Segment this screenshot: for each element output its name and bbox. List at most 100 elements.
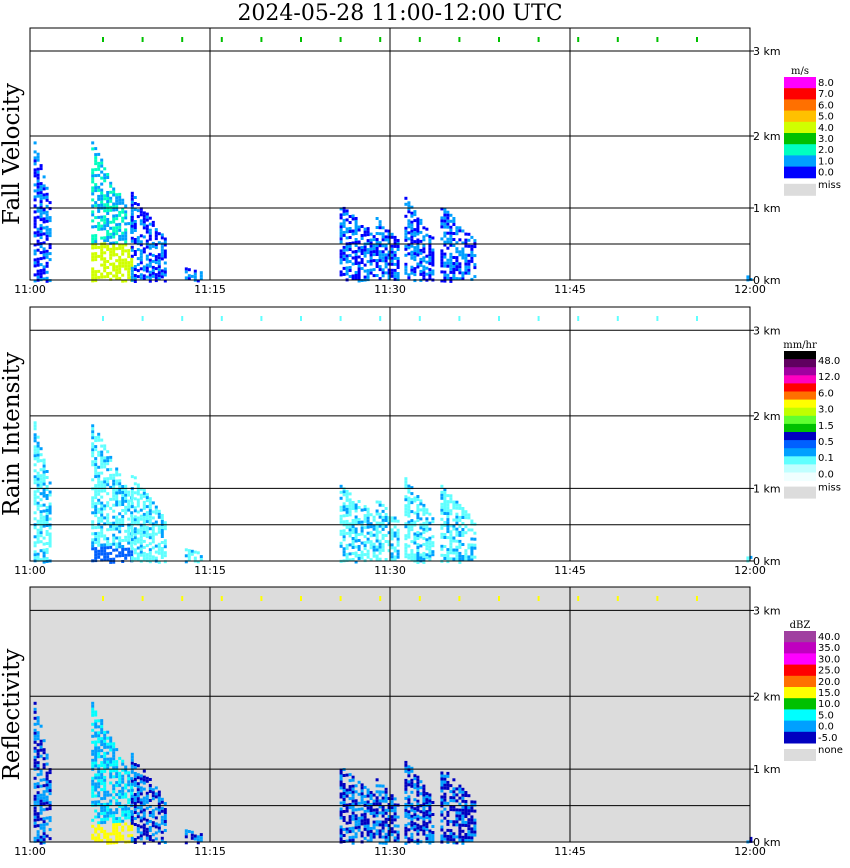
echo-cell <box>139 807 143 811</box>
echo-cell <box>446 536 450 540</box>
echo-cell <box>154 237 158 241</box>
echo-cell <box>42 470 46 474</box>
echo-cell <box>124 529 128 533</box>
echo-cell <box>145 266 149 270</box>
echo-cell <box>410 835 414 839</box>
echo-cell <box>431 837 435 840</box>
echo-cell <box>121 518 125 521</box>
echo-cell <box>33 782 37 786</box>
echo-cell <box>387 797 391 800</box>
echo-cell <box>139 550 143 554</box>
echo-cell <box>422 265 426 269</box>
echo-cell <box>109 551 113 555</box>
echo-cell <box>354 244 358 247</box>
echo-cell <box>446 210 450 214</box>
echo-cell <box>363 227 367 231</box>
echo-cell <box>145 496 149 500</box>
y-tick-label: 2 km <box>753 410 781 423</box>
echo-cell <box>130 266 134 270</box>
echo-cell <box>342 828 346 831</box>
colorbar-label: 1.5 <box>818 421 834 432</box>
echo-cell <box>145 263 149 267</box>
echo-cell <box>351 796 355 800</box>
echo-cell <box>381 509 385 513</box>
echo-cell <box>372 802 376 806</box>
echo-cell <box>142 814 146 818</box>
echo-cell <box>375 530 379 534</box>
echo-cell <box>404 202 408 206</box>
colorbar-miss-swatch <box>784 486 816 499</box>
echo-cell <box>446 500 450 504</box>
echo-cell <box>109 757 113 761</box>
echo-cell <box>118 783 122 787</box>
echo-cell <box>94 746 98 750</box>
echo-cell <box>139 252 143 256</box>
echo-cell <box>381 790 385 794</box>
echo-cell <box>372 527 376 531</box>
echo-cell <box>387 540 391 544</box>
echo-cell <box>133 509 137 513</box>
echo-cell <box>339 810 343 814</box>
echo-cell <box>357 780 361 784</box>
echo-cell <box>452 823 456 827</box>
echo-cell <box>410 492 414 496</box>
echo-cell <box>184 560 188 564</box>
echo-cell <box>133 796 137 799</box>
echo-cell <box>130 782 134 786</box>
echo-cell <box>345 260 349 264</box>
echo-cell <box>193 834 197 838</box>
echo-cell <box>33 740 37 744</box>
colorbar-swatch <box>784 440 816 449</box>
echo-cell <box>193 269 197 273</box>
echo-cell <box>351 808 355 812</box>
echo-cell <box>142 515 146 519</box>
echo-cell <box>124 822 128 826</box>
echo-cell <box>133 784 137 787</box>
echo-cell <box>36 752 40 756</box>
echo-cell <box>42 458 46 462</box>
echo-cell <box>425 828 429 832</box>
echo-cell <box>97 489 101 493</box>
echo-cell <box>425 822 429 826</box>
echo-cell <box>145 514 149 518</box>
echo-cell <box>145 257 149 261</box>
echo-cell <box>449 494 453 498</box>
echo-cell <box>91 276 95 280</box>
echo-cell <box>470 235 474 239</box>
colorbar-swatch <box>784 375 816 384</box>
echo-cell <box>48 511 52 515</box>
echo-cell <box>410 558 414 562</box>
echo-cell <box>470 247 474 251</box>
echo-cell <box>33 797 37 801</box>
echo-cell <box>115 769 119 773</box>
echo-cell <box>97 731 101 735</box>
echo-cell <box>354 262 358 265</box>
echo-cell <box>393 546 397 550</box>
echo-cell <box>443 524 447 527</box>
echo-cell <box>148 521 152 525</box>
echo-cell <box>145 535 149 539</box>
echo-cell <box>39 233 43 237</box>
echo-cell <box>103 736 107 740</box>
echo-cell <box>473 555 477 559</box>
echo-cell <box>39 236 43 240</box>
echo-cell <box>94 773 98 777</box>
echo-cell <box>103 784 107 788</box>
echo-cell <box>42 193 46 197</box>
echo-cell <box>39 224 43 228</box>
echo-cell <box>118 276 122 280</box>
echo-cell <box>360 252 364 255</box>
echo-cell <box>142 488 146 492</box>
echo-cell <box>416 546 420 549</box>
echo-cell <box>348 275 352 278</box>
echo-cell <box>357 270 361 274</box>
echo-cell <box>118 488 122 492</box>
echo-cell <box>455 259 459 263</box>
echo-cell <box>130 794 134 798</box>
echo-cell <box>145 797 149 801</box>
echo-cell <box>42 799 46 803</box>
echo-cell <box>103 209 107 213</box>
echo-cell <box>428 811 432 815</box>
echo-cell <box>100 501 104 505</box>
echo-cell <box>130 200 134 204</box>
